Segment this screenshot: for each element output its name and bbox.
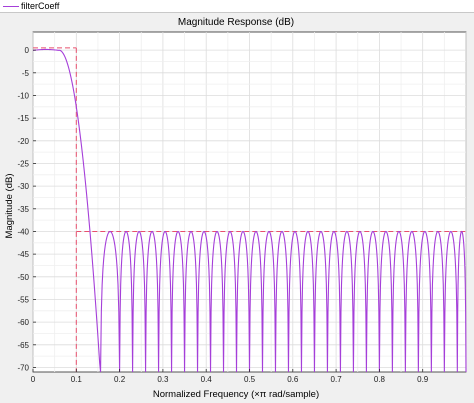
y-tick-label: -50 — [17, 273, 29, 282]
x-tick-label: 0.9 — [417, 375, 429, 384]
y-tick-label: 0 — [25, 46, 30, 55]
y-tick-label: -70 — [17, 363, 29, 372]
y-tick-label: -40 — [17, 227, 29, 236]
x-tick-label: 0.3 — [157, 375, 169, 384]
x-tick-label: 0.5 — [244, 375, 256, 384]
legend-label: filterCoeff — [21, 1, 60, 11]
y-tick-label: -30 — [17, 182, 29, 191]
x-tick-label: 0.2 — [114, 375, 126, 384]
x-axis-label: Normalized Frequency (×π rad/sample) — [153, 389, 319, 400]
response-curve-group — [32, 48, 467, 373]
grid-lines — [32, 32, 467, 372]
y-tick-label: -45 — [17, 250, 29, 259]
y-tick-label: -10 — [17, 91, 29, 100]
y-axis-label: Magnitude (dB) — [4, 174, 15, 239]
y-tick-label: -5 — [22, 69, 30, 78]
y-tick-labels: 0 -5 -10 -15 -20 -25 -30 -35 -40 -45 -50 -55 -60 -65 -… — [17, 46, 36, 372]
magnitude-response-chart: 0 0.1 0.2 0.3 0.4 0.5 0.6 0.7 0.8 0.9 0 -5 -10 -15 -2… — [0, 13, 474, 403]
y-tick-label: -60 — [17, 318, 29, 327]
legend-line-swatch — [3, 6, 19, 7]
spec-mask — [33, 47, 466, 372]
x-tick-label: 0 — [31, 375, 36, 384]
x-tick-label: 0.7 — [331, 375, 343, 384]
x-tick-label: 0.1 — [71, 375, 83, 384]
response-curve — [32, 48, 467, 373]
x-tick-label: 0.8 — [374, 375, 386, 384]
x-tick-labels: 0 0.1 0.2 0.3 0.4 0.5 0.6 0.7 0.8 0.9 — [31, 369, 429, 384]
y-tick-label: -20 — [17, 137, 29, 146]
y-tick-label: -15 — [17, 114, 29, 123]
legend-bar: filterCoeff — [0, 0, 474, 13]
y-tick-label: -55 — [17, 295, 29, 304]
y-tick-label: -65 — [17, 341, 29, 350]
x-tick-label: 0.4 — [201, 375, 213, 384]
y-tick-label: -35 — [17, 205, 29, 214]
x-tick-label: 0.6 — [287, 375, 299, 384]
y-tick-label: -25 — [17, 159, 29, 168]
chart-title: Magnitude Response (dB) — [178, 17, 294, 28]
